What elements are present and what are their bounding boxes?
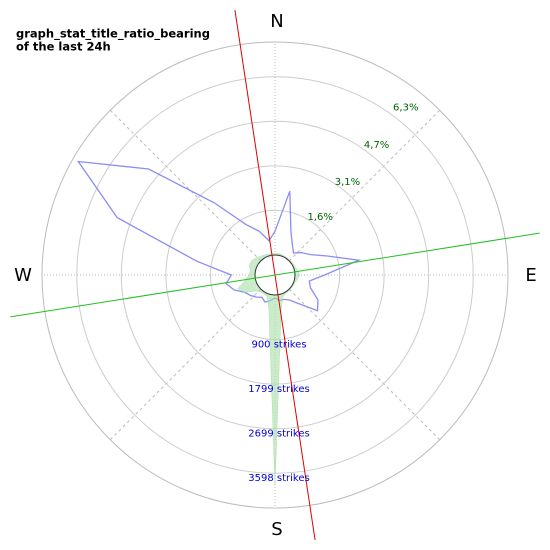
chart-title: graph_stat_title_ratio_bearing bbox=[16, 27, 210, 42]
strikes-tick-label: 2699 strikes bbox=[248, 429, 309, 440]
direction-label: W bbox=[14, 265, 32, 286]
strikes-tick-label: 1799 strikes bbox=[248, 384, 309, 395]
direction-label: N bbox=[270, 11, 283, 32]
radial-guide bbox=[109, 288, 262, 441]
radial-guide bbox=[288, 288, 441, 441]
direction-label: E bbox=[525, 265, 536, 286]
ratio-tick-label: 1,6% bbox=[307, 212, 332, 223]
ratio-tick-label: 3,1% bbox=[335, 177, 360, 188]
direction-label: S bbox=[271, 519, 282, 540]
chart-title: of the last 24h bbox=[16, 40, 111, 54]
ratio-line bbox=[76, 160, 362, 312]
strikes-tick-label: 900 strikes bbox=[251, 340, 306, 351]
strikes-tick-label: 3598 strikes bbox=[248, 473, 309, 484]
ratio-tick-label: 6,3% bbox=[393, 103, 418, 114]
outer-ring bbox=[41, 41, 509, 509]
radial-guide bbox=[288, 109, 441, 262]
bearing-line bbox=[10, 232, 540, 318]
radial-guide bbox=[109, 109, 262, 262]
ratio-tick-label: 4,7% bbox=[364, 140, 389, 151]
